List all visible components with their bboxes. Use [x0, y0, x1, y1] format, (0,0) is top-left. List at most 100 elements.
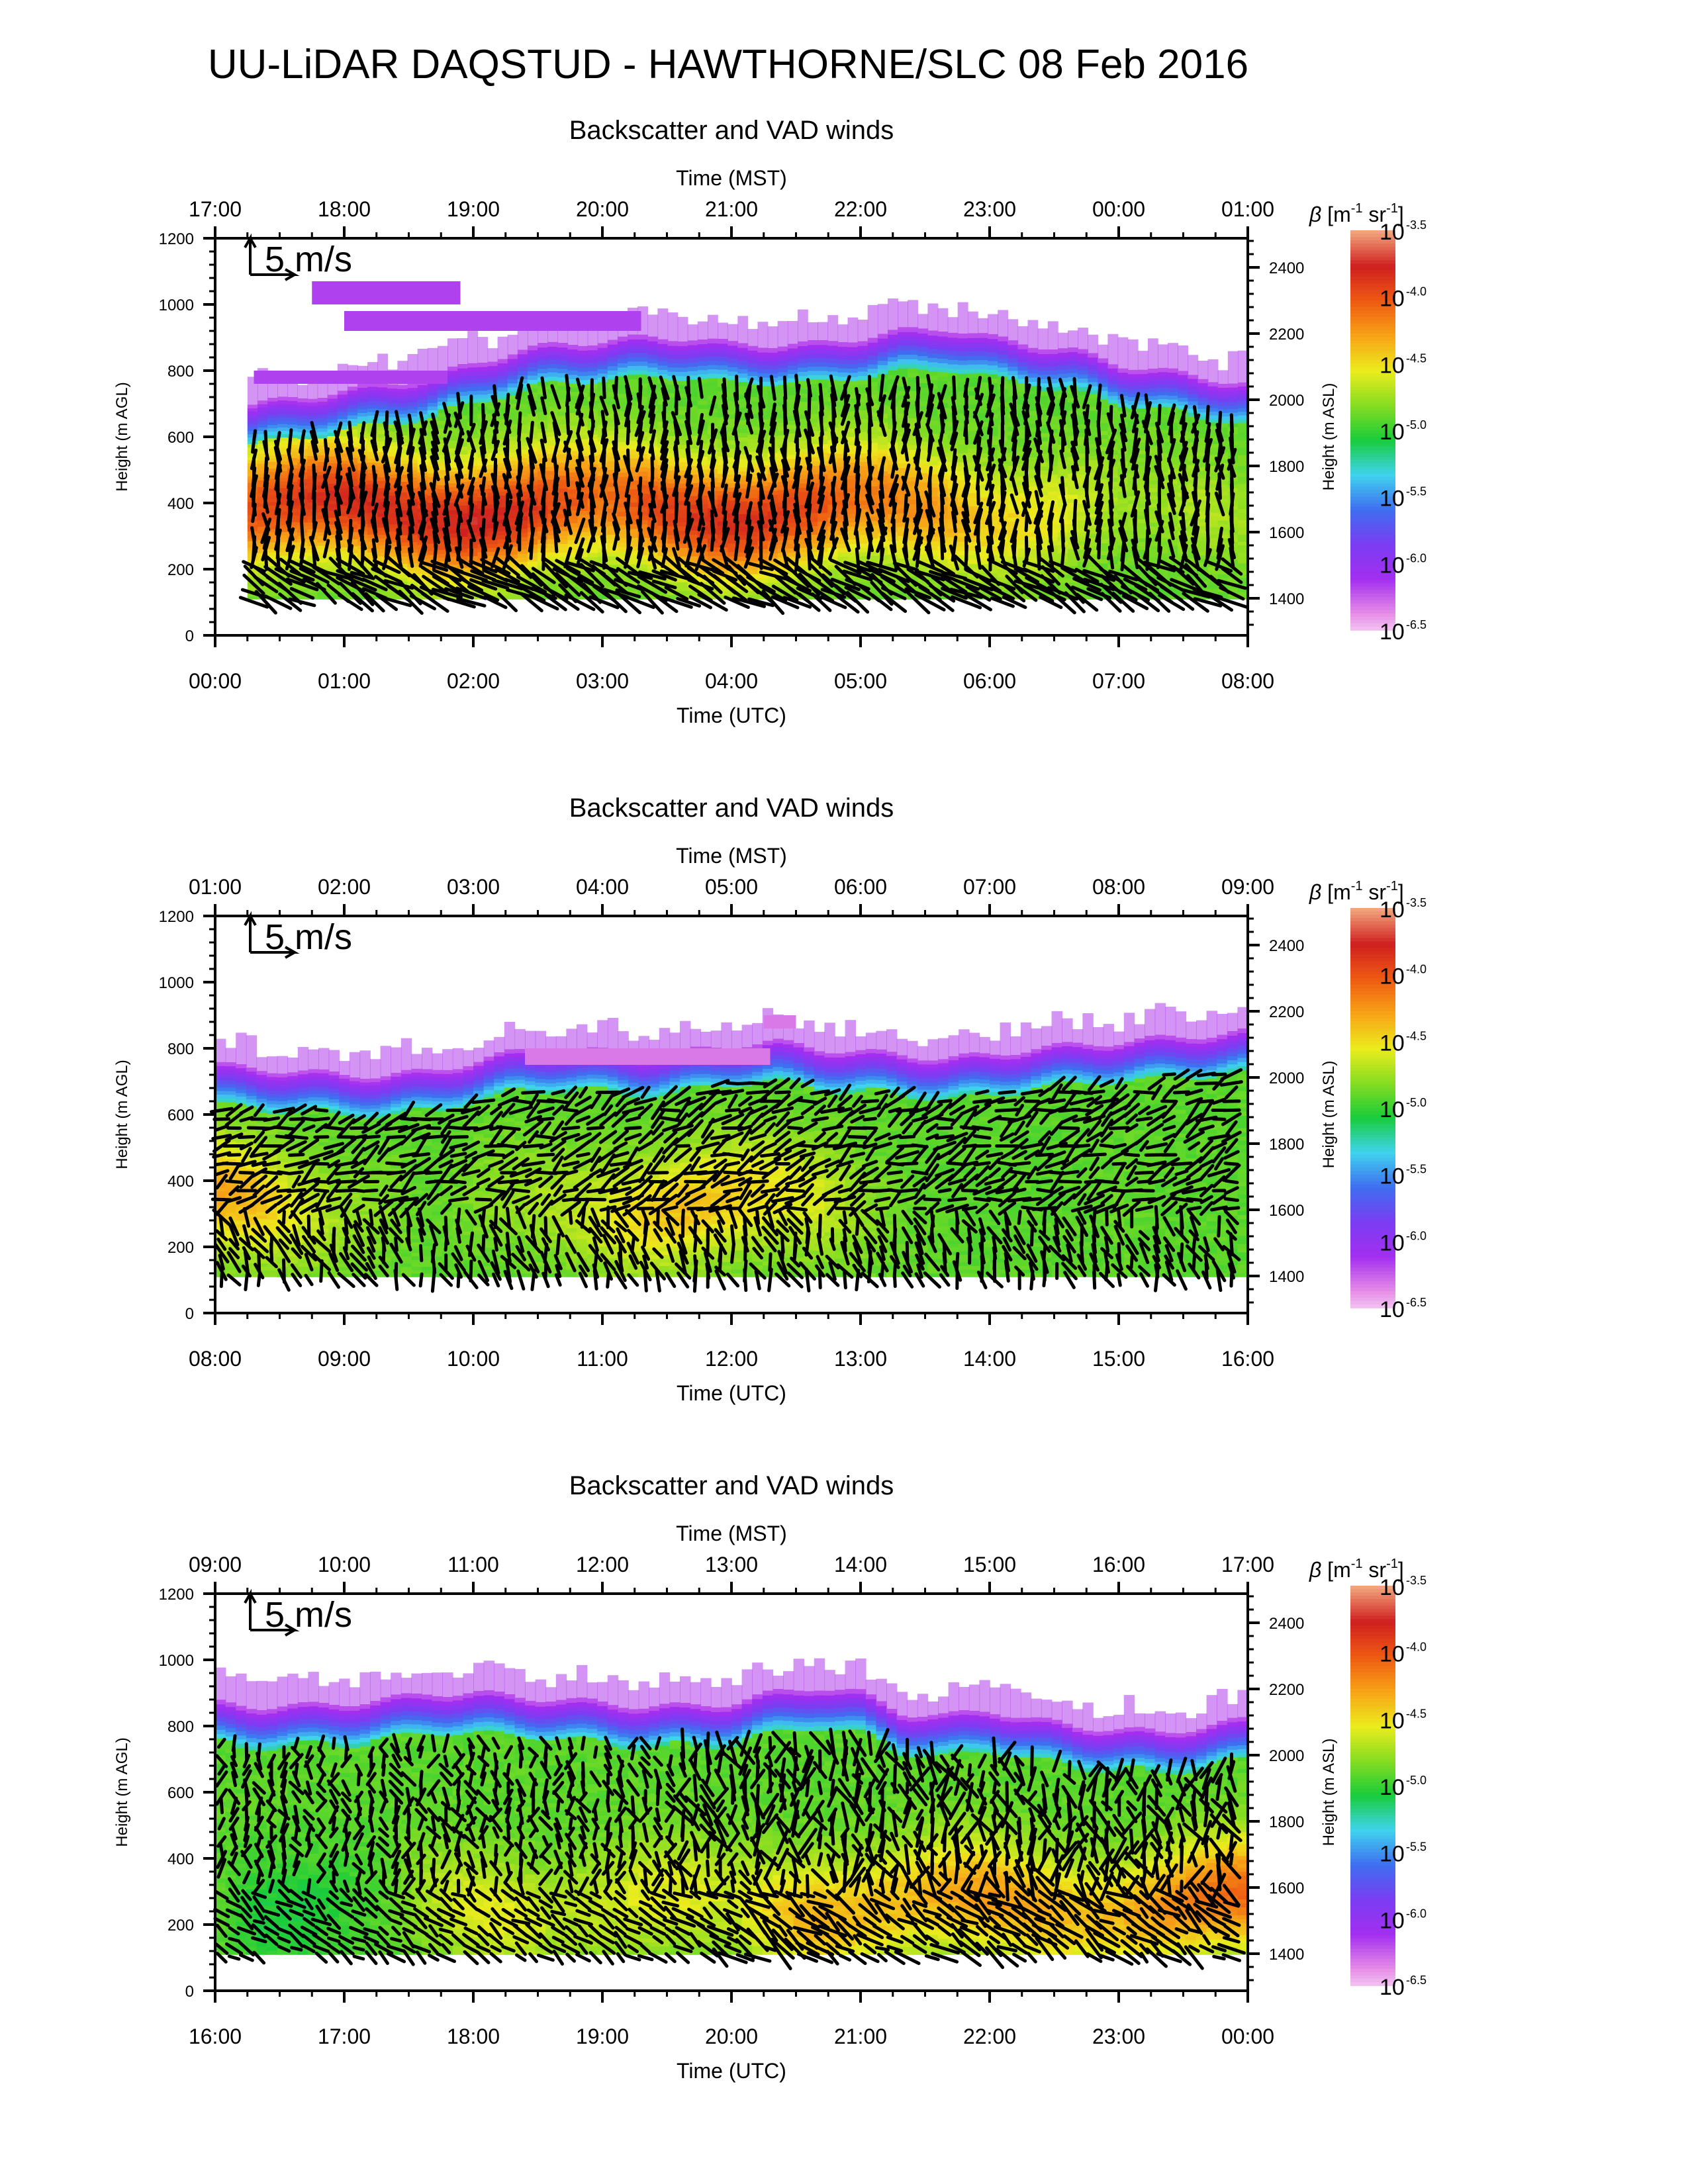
heatmap-cell	[777, 380, 788, 385]
heatmap-cell	[307, 405, 318, 410]
heatmap-cell	[687, 465, 698, 471]
heatmap-cell	[697, 460, 708, 466]
heatmap-cell	[507, 525, 518, 531]
heatmap-cell	[787, 390, 798, 396]
heatmap-cell	[517, 470, 528, 475]
heatmap-cell	[787, 573, 798, 578]
heatmap-cell	[777, 392, 788, 398]
heatmap-cell	[1027, 582, 1039, 587]
heatmap-cell	[257, 443, 268, 447]
heatmap-cell	[257, 427, 268, 431]
heatmap-cell	[507, 443, 518, 449]
heatmap-cell	[927, 487, 939, 492]
heatmap-cell	[1027, 439, 1039, 445]
heatmap-cell	[797, 410, 808, 415]
heatmap-cell	[297, 412, 308, 416]
heatmap-haze	[867, 304, 878, 338]
heatmap-cell	[417, 563, 428, 567]
heatmap-cell	[908, 336, 919, 341]
heatmap-cell	[487, 508, 498, 513]
heatmap-cell	[587, 353, 598, 359]
heatmap-cell	[447, 486, 458, 491]
heatmap-cell	[497, 443, 508, 447]
heatmap-cell	[888, 576, 898, 582]
heatmap-cell	[257, 460, 268, 464]
heatmap-cell	[1027, 469, 1039, 475]
heatmap-cell	[367, 451, 378, 455]
heatmap-cell	[978, 559, 988, 565]
heatmap-cell	[677, 539, 688, 544]
heatmap-cell	[737, 351, 749, 357]
heatmap-haze	[847, 317, 859, 343]
heatmap-cell	[988, 373, 998, 379]
heatmap-cell	[917, 341, 929, 347]
heatmap-cell	[597, 496, 608, 502]
heatmap-cell	[818, 340, 829, 345]
heatmap-cell	[1008, 491, 1019, 496]
heatmap-cell	[1008, 344, 1019, 349]
heatmap-cell	[718, 569, 728, 574]
heatmap-cell	[507, 366, 518, 371]
heatmap-cell	[257, 457, 268, 461]
heatmap-cell	[857, 461, 868, 467]
heatmap-cell	[718, 356, 728, 361]
heatmap-cell	[277, 453, 288, 458]
heatmap-cell	[377, 437, 389, 441]
heatmap-cell	[397, 510, 408, 514]
heatmap-cell	[547, 573, 558, 578]
heatmap-cell	[967, 492, 978, 498]
heatmap-cell	[947, 373, 959, 378]
heatmap-cell	[297, 401, 308, 406]
heatmap-cell	[327, 493, 338, 498]
heatmap-haze	[857, 320, 868, 341]
heatmap-cell	[337, 525, 348, 530]
heatmap-cell	[617, 424, 628, 430]
heatmap-cell	[317, 555, 328, 559]
heatmap-cell	[637, 471, 648, 477]
heatmap-cell	[317, 491, 328, 496]
heatmap-cell	[888, 375, 898, 380]
heatmap-cell	[967, 510, 978, 516]
heatmap-cell	[267, 592, 278, 596]
heatmap-cell	[978, 426, 988, 432]
heatmap-cell	[1047, 557, 1058, 563]
heatmap-cell	[617, 511, 628, 517]
heatmap-cell	[657, 365, 669, 370]
heatmap-haze	[988, 314, 998, 334]
heatmap-cell	[397, 517, 408, 522]
heatmap-cell	[647, 380, 659, 385]
heatmap-cell	[487, 460, 498, 465]
heatmap-cell	[677, 349, 688, 355]
heatmap-cell	[818, 375, 829, 380]
heatmap-cell	[837, 556, 849, 561]
heatmap-cell	[317, 421, 328, 426]
heatmap-cell	[667, 543, 679, 548]
heatmap-cell	[787, 543, 798, 549]
heatmap-cell	[267, 455, 278, 459]
heatmap-cell	[747, 552, 759, 558]
heatmap-cell	[697, 361, 708, 366]
heatmap-cell	[967, 483, 978, 489]
heatmap-cell	[387, 480, 399, 485]
heatmap-cell	[967, 443, 978, 449]
heatmap-cell	[487, 547, 498, 553]
heatmap-cell	[847, 389, 859, 394]
heatmap-cell	[557, 543, 569, 549]
heatmap-cell	[437, 473, 448, 478]
heatmap-cell	[277, 440, 288, 445]
heatmap-cell	[777, 430, 788, 435]
heatmap-cell	[727, 556, 739, 561]
heatmap-cell	[737, 556, 749, 561]
heatmap-cell	[707, 342, 718, 348]
heatmap-cell	[617, 459, 628, 464]
heatmap-cell	[467, 375, 479, 380]
heatmap-cell	[967, 417, 978, 422]
heatmap-cell	[937, 336, 949, 341]
heatmap-cell	[988, 581, 998, 586]
heatmap-cell	[687, 551, 698, 557]
heatmap-cell	[687, 443, 698, 449]
heatmap-cell	[737, 573, 749, 578]
heatmap-cell	[787, 398, 798, 404]
heatmap-cell	[567, 442, 579, 447]
heatmap-cell	[317, 562, 328, 567]
